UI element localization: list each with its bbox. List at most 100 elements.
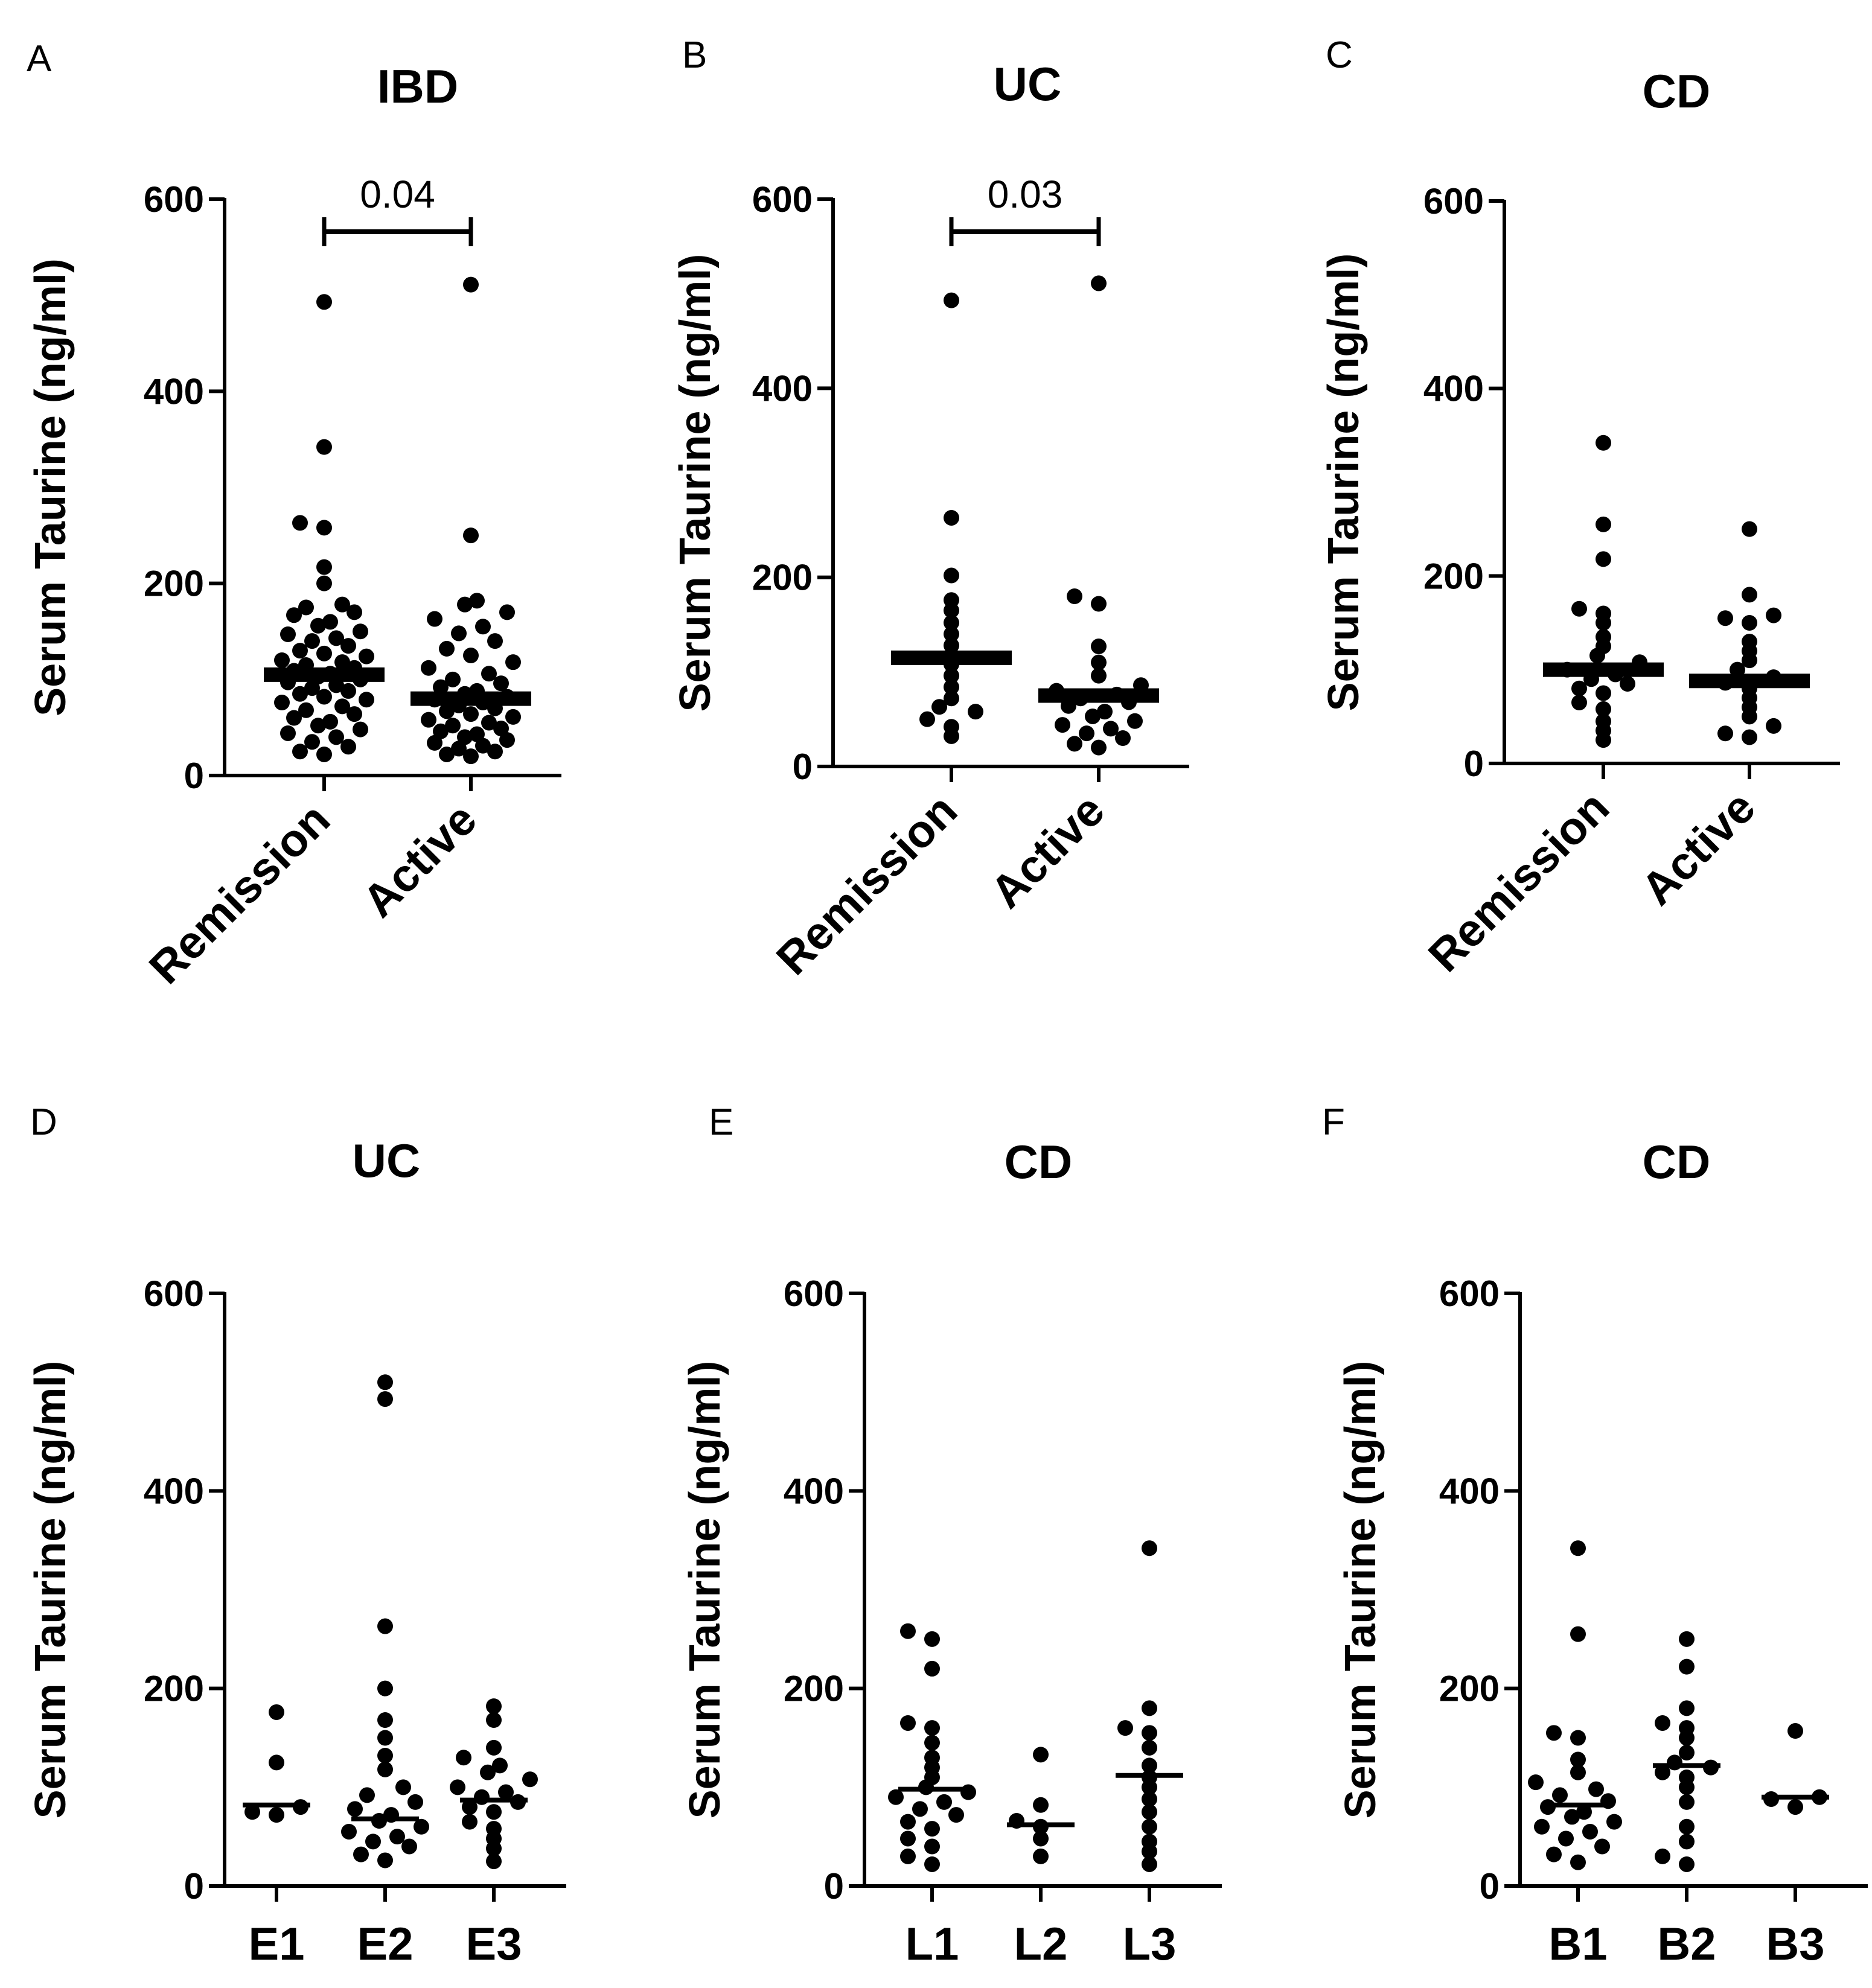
data-point [445,671,461,687]
x-category-label: B3 [1766,1919,1824,1970]
y-tick-label: 0 [793,747,813,787]
data-point [269,1704,284,1720]
data-point [439,746,455,762]
data-point [462,1814,478,1830]
y-axis-label: Serum Taurine (ng/ml) [681,1361,729,1819]
data-point [1127,713,1143,729]
data-point [1679,1769,1695,1785]
data-point [421,712,436,728]
data-point [900,1814,916,1830]
data-point [486,1804,502,1820]
data-point [1717,725,1733,742]
data-point [900,1715,916,1731]
data-point [1596,685,1611,701]
data-point [298,599,314,616]
y-axis-label: Serum Taurine (ng/ml) [27,258,75,716]
panel-letter: D [30,1101,57,1143]
data-point [463,527,479,544]
y-tick-label: 400 [752,368,813,409]
data-point [499,732,515,748]
data-point [1097,704,1113,720]
data-point [1742,521,1757,537]
data-point [924,1720,940,1736]
data-point [1067,736,1082,752]
data-point [377,1374,393,1391]
y-tick-label: 400 [1439,1471,1500,1511]
data-point [1717,610,1733,626]
data-point [439,640,455,657]
data-point [1679,1794,1695,1810]
y-tick-label: 200 [144,1669,204,1709]
data-point [1787,1723,1803,1739]
panel-letter: B [682,34,707,76]
data-point [274,652,290,668]
data-point [456,1750,471,1766]
x-category-label: E2 [357,1919,414,1970]
y-tick-label: 400 [144,1471,204,1511]
data-point [1142,1540,1157,1556]
x-category-label: B1 [1548,1919,1607,1970]
data-point [269,1807,284,1823]
data-point [1679,1631,1695,1647]
data-point [1142,1739,1157,1756]
data-point [1091,275,1107,292]
data-point [1142,1700,1157,1716]
data-point [486,1739,502,1756]
data-point [298,702,314,718]
data-point [316,559,332,575]
data-point [269,1754,284,1771]
data-point [1571,601,1587,617]
data-point [1142,1725,1157,1741]
y-tick-label: 200 [1439,1669,1500,1709]
data-point [1571,680,1587,696]
y-tick-label: 400 [144,371,204,412]
data-point [475,738,491,754]
data-point [522,1771,538,1788]
data-point [924,1856,940,1872]
data-point [334,654,350,671]
data-point [328,729,344,745]
y-tick-label: 600 [144,1273,204,1314]
data-point [498,1784,514,1800]
data-point [463,706,479,722]
data-point [377,1712,393,1728]
data-point [1142,1818,1157,1835]
data-point [900,1848,916,1864]
data-point [900,1623,916,1639]
data-point [1142,1856,1157,1872]
data-point [1558,1830,1574,1847]
data-point [433,723,449,739]
data-point [1033,1797,1049,1813]
data-point [493,675,509,692]
data-point [944,690,959,707]
data-point [427,734,442,751]
data-point [1142,1833,1157,1850]
data-point [1787,1799,1803,1815]
data-point [274,695,290,711]
data-point [1679,1700,1695,1716]
data-point [1655,1715,1670,1731]
x-category-label: B2 [1657,1919,1716,1970]
panel-c: C CD 0 200 400 600 Serum Taurine (ng/ml) Remiss… [1320,34,1840,982]
data-point [316,294,332,310]
data-point [463,648,479,664]
y-tick-label: 600 [144,179,204,220]
data-point [924,1631,940,1647]
data-point [451,741,467,757]
data-point [316,645,332,661]
panel-f: F CD 0 200 400 600 Serum Taurine (ng/ml) B1 B2 B3 [1322,1101,1868,1970]
data-point [1079,725,1094,742]
data-point [1552,1787,1568,1803]
data-point [310,617,326,634]
panel-letter: E [709,1101,733,1143]
data-point [487,744,503,760]
x-category-label: Remission [1419,782,1619,982]
data-point [968,704,983,720]
data-point [292,643,308,659]
data-point [1091,667,1107,684]
y-axis-label: Serum Taurine (ng/ml) [27,1361,75,1819]
data-point [304,734,320,750]
data-point [340,638,356,654]
data-point [1596,713,1611,730]
data-point [1596,629,1611,645]
